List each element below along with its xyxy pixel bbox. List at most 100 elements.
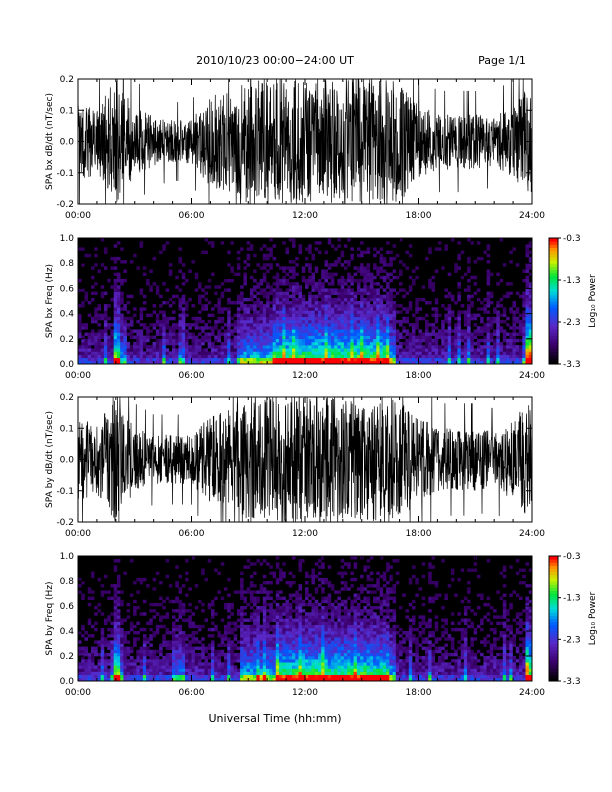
spectrogram-cell [305, 332, 309, 336]
spectrogram-cell [467, 338, 471, 343]
spectrogram-cell [288, 329, 293, 333]
spectrogram-cell [133, 253, 137, 258]
spectrogram-cell [149, 357, 153, 362]
spectrogram-cell [201, 662, 205, 666]
spectrogram-cell [314, 668, 319, 672]
spectrogram-cell [116, 291, 121, 296]
spectrogram-cell [272, 665, 277, 669]
spectrogram-cell [480, 301, 484, 305]
spectrogram-cell [425, 348, 429, 352]
spectrogram-cell [476, 345, 481, 349]
spectrogram-cell [103, 247, 108, 251]
spectrogram-cell [275, 656, 280, 660]
spectrogram-cell [467, 310, 471, 314]
spectrogram-cell [334, 668, 338, 672]
spectrogram-cell [107, 640, 111, 644]
spectrogram-cell [386, 297, 390, 302]
spectrogram-cell [266, 640, 270, 644]
spectrogram-cell [441, 329, 445, 333]
spectrogram-cell [136, 360, 140, 365]
spectrogram-cell [91, 275, 95, 280]
spectrogram-cell [298, 671, 303, 676]
spectrogram-cell [279, 297, 283, 302]
spectrogram-cell [107, 360, 111, 365]
spectrogram-cell [295, 596, 299, 601]
spectrogram-cell [347, 288, 351, 292]
spectrogram-cell [347, 272, 351, 277]
spectrogram-cell [142, 294, 147, 299]
spectrogram-cell [107, 590, 111, 594]
spectrogram-cell [155, 345, 160, 349]
spectrogram-cell [321, 351, 325, 355]
spectrogram-cell [123, 652, 127, 657]
spectrogram-cell [279, 319, 283, 324]
spectrogram-cell [262, 272, 267, 277]
spectrogram-cell [301, 329, 306, 333]
spectrogram-cell [480, 332, 484, 336]
spectrogram-cell [476, 341, 481, 346]
spectrogram-cell [334, 662, 338, 666]
spectrogram-cell [178, 624, 183, 629]
spectrogram-cell [211, 326, 215, 330]
spectrogram-cell [347, 275, 351, 280]
spectrogram-cell [78, 354, 82, 359]
spectrogram-cell [330, 631, 335, 635]
spectrogram-cell [324, 301, 329, 305]
spectrogram-cell [301, 316, 306, 321]
spectrogram-cell [353, 329, 358, 333]
spectrogram-cell [327, 316, 332, 321]
spectrogram-cell [279, 627, 283, 632]
spectrogram-cell [126, 646, 131, 651]
spectrogram-cell [318, 577, 322, 582]
spectrogram-cell [266, 615, 270, 619]
spectrogram-cell [178, 637, 183, 641]
spectrogram-cell [285, 360, 290, 365]
spectrogram-cell [512, 313, 517, 318]
spectrogram-cell [363, 338, 367, 343]
spectrogram-cell [282, 323, 286, 327]
spectrogram-cell [373, 297, 377, 302]
spectrogram-cell [236, 256, 241, 261]
spectrogram-cell [376, 329, 380, 333]
spectrogram-cell [84, 291, 89, 296]
spectrogram-cell [262, 266, 267, 270]
spectrogram-cell [243, 351, 247, 355]
spectrogram-cell [123, 304, 127, 308]
spectrogram-cell [373, 332, 377, 336]
spectrogram-cell [266, 652, 270, 657]
spectrogram-cell [84, 332, 89, 336]
spectrogram-cell [201, 357, 205, 362]
spectrogram-cell [522, 332, 526, 336]
spectrogram-cell [149, 634, 153, 638]
spectrogram-cell [408, 304, 413, 308]
spectrogram-cell [217, 301, 221, 305]
spectrogram-cell [314, 665, 319, 669]
spectrogram-cell [269, 646, 273, 651]
spectrogram-cell [318, 335, 322, 340]
spectrogram-cell [308, 313, 312, 318]
spectrogram-cell [327, 634, 332, 638]
spectrogram-cell [146, 351, 150, 355]
spectrogram-cell [334, 674, 338, 679]
spectrogram-cell [256, 627, 260, 632]
spectrogram-cell [473, 354, 478, 359]
spectrogram-cell [337, 354, 341, 359]
spectrogram-cell [172, 351, 176, 355]
spectrogram-cell [103, 643, 108, 647]
spectrogram-cell [275, 652, 280, 657]
spectrogram-cell [363, 278, 367, 283]
spectrogram-cell [330, 348, 335, 352]
spectrogram-cell [337, 278, 341, 283]
spectrogram-cell [444, 360, 448, 365]
spectrogram-cell [314, 631, 319, 635]
spectrogram-cell [327, 606, 332, 610]
spectrogram-cell [172, 345, 176, 349]
spectrogram-cell [249, 294, 254, 299]
spectrogram-cell [240, 631, 244, 635]
spectrogram-cell [473, 351, 478, 355]
spectrogram-cell [249, 615, 254, 619]
spectrogram-cell [207, 241, 212, 245]
spectrogram-cell [198, 316, 202, 321]
spectrogram-cell [87, 253, 92, 258]
spectrogram-cell [175, 624, 179, 629]
